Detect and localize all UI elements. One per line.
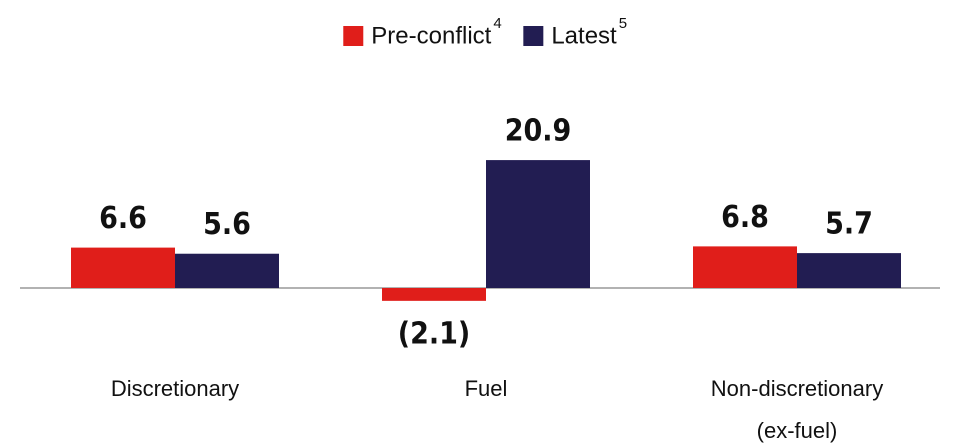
legend-footnote: 4 [493,15,501,32]
bar [797,253,901,288]
bar [175,253,279,288]
legend-label: Latest [551,22,617,49]
bar [486,160,590,288]
category-label: Discretionary [111,376,239,401]
category-label: Fuel [465,376,508,401]
legend-footnote: 5 [619,15,627,32]
value-label: 20.9 [505,114,572,149]
bar [71,247,175,288]
legend: Pre-conflict 4 Latest 5 [343,15,627,49]
bar [382,288,486,301]
value-label: 5.7 [825,207,873,242]
legend-label: Pre-conflict [371,22,491,49]
value-label: (2.1) [398,316,470,351]
value-label: 5.6 [203,207,251,242]
value-label: 6.8 [721,200,769,235]
bar [693,246,797,288]
legend-swatch [343,26,364,46]
category-label: Non-discretionary [711,376,883,401]
category-label: (ex-fuel) [757,418,838,443]
legend-swatch [523,26,544,46]
value-label: 6.6 [99,201,147,236]
